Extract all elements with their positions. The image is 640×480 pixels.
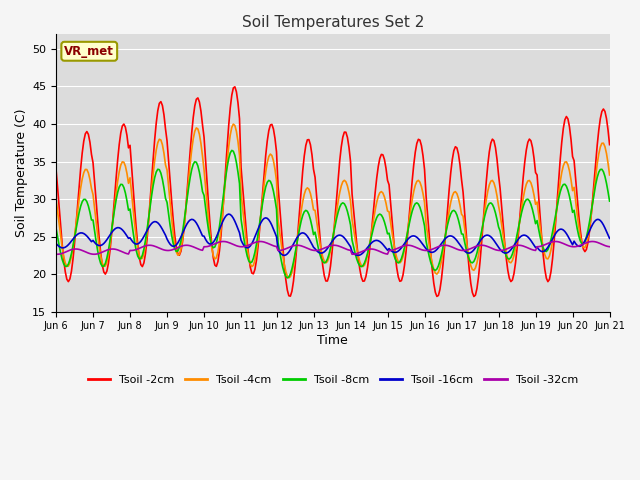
Tsoil -2cm	[296, 206, 303, 212]
Tsoil -8cm	[217, 212, 225, 218]
Line: Tsoil -16cm: Tsoil -16cm	[56, 214, 609, 255]
Tsoil -16cm	[246, 243, 254, 249]
Tsoil -2cm	[120, 121, 128, 127]
Tsoil -16cm	[52, 240, 60, 246]
Tsoil -8cm	[237, 216, 245, 222]
Line: Tsoil -2cm: Tsoil -2cm	[56, 87, 609, 297]
Tsoil -32cm	[296, 242, 303, 248]
Tsoil -32cm	[52, 252, 60, 257]
Tsoil -2cm	[605, 142, 613, 147]
Tsoil -16cm	[225, 211, 232, 217]
Tsoil -32cm	[54, 252, 61, 257]
Tsoil -32cm	[605, 244, 613, 250]
Text: VR_met: VR_met	[64, 45, 114, 58]
Tsoil -8cm	[246, 260, 254, 266]
Tsoil -4cm	[298, 208, 305, 214]
Tsoil -8cm	[52, 225, 60, 231]
Tsoil -16cm	[237, 237, 245, 243]
X-axis label: Time: Time	[317, 334, 348, 347]
Tsoil -32cm	[246, 241, 254, 247]
Tsoil -32cm	[219, 239, 227, 244]
Tsoil -32cm	[122, 250, 129, 256]
Tsoil -8cm	[284, 275, 291, 281]
Tsoil -4cm	[120, 159, 128, 165]
Tsoil -4cm	[52, 196, 60, 202]
Y-axis label: Soil Temperature (C): Soil Temperature (C)	[15, 108, 28, 237]
Tsoil -4cm	[237, 190, 245, 196]
Tsoil -16cm	[578, 242, 586, 248]
Tsoil -8cm	[605, 198, 613, 204]
Tsoil -8cm	[120, 185, 128, 191]
Tsoil -32cm	[578, 242, 586, 248]
Tsoil -8cm	[228, 147, 236, 153]
Tsoil -32cm	[552, 239, 559, 244]
Tsoil -4cm	[246, 261, 254, 267]
Legend: Tsoil -2cm, Tsoil -4cm, Tsoil -8cm, Tsoil -16cm, Tsoil -32cm: Tsoil -2cm, Tsoil -4cm, Tsoil -8cm, Tsoi…	[83, 371, 582, 389]
Tsoil -32cm	[237, 244, 245, 250]
Tsoil -2cm	[52, 166, 60, 172]
Tsoil -8cm	[578, 241, 586, 247]
Line: Tsoil -32cm: Tsoil -32cm	[56, 241, 609, 254]
Tsoil -2cm	[217, 232, 225, 238]
Tsoil -16cm	[120, 228, 128, 234]
Tsoil -4cm	[578, 240, 586, 246]
Tsoil -16cm	[217, 223, 225, 228]
Tsoil -2cm	[470, 294, 477, 300]
Title: Soil Temperatures Set 2: Soil Temperatures Set 2	[242, 15, 424, 30]
Tsoil -4cm	[605, 172, 613, 178]
Tsoil -8cm	[298, 218, 305, 224]
Tsoil -2cm	[231, 84, 239, 90]
Line: Tsoil -4cm: Tsoil -4cm	[56, 124, 609, 278]
Tsoil -16cm	[298, 230, 305, 236]
Tsoil -16cm	[605, 236, 613, 241]
Tsoil -4cm	[217, 226, 225, 231]
Line: Tsoil -8cm: Tsoil -8cm	[56, 150, 609, 278]
Tsoil -2cm	[578, 239, 586, 244]
Tsoil -4cm	[230, 121, 237, 127]
Tsoil -16cm	[280, 252, 288, 258]
Tsoil -2cm	[246, 264, 254, 270]
Tsoil -4cm	[285, 275, 292, 281]
Tsoil -2cm	[237, 165, 245, 170]
